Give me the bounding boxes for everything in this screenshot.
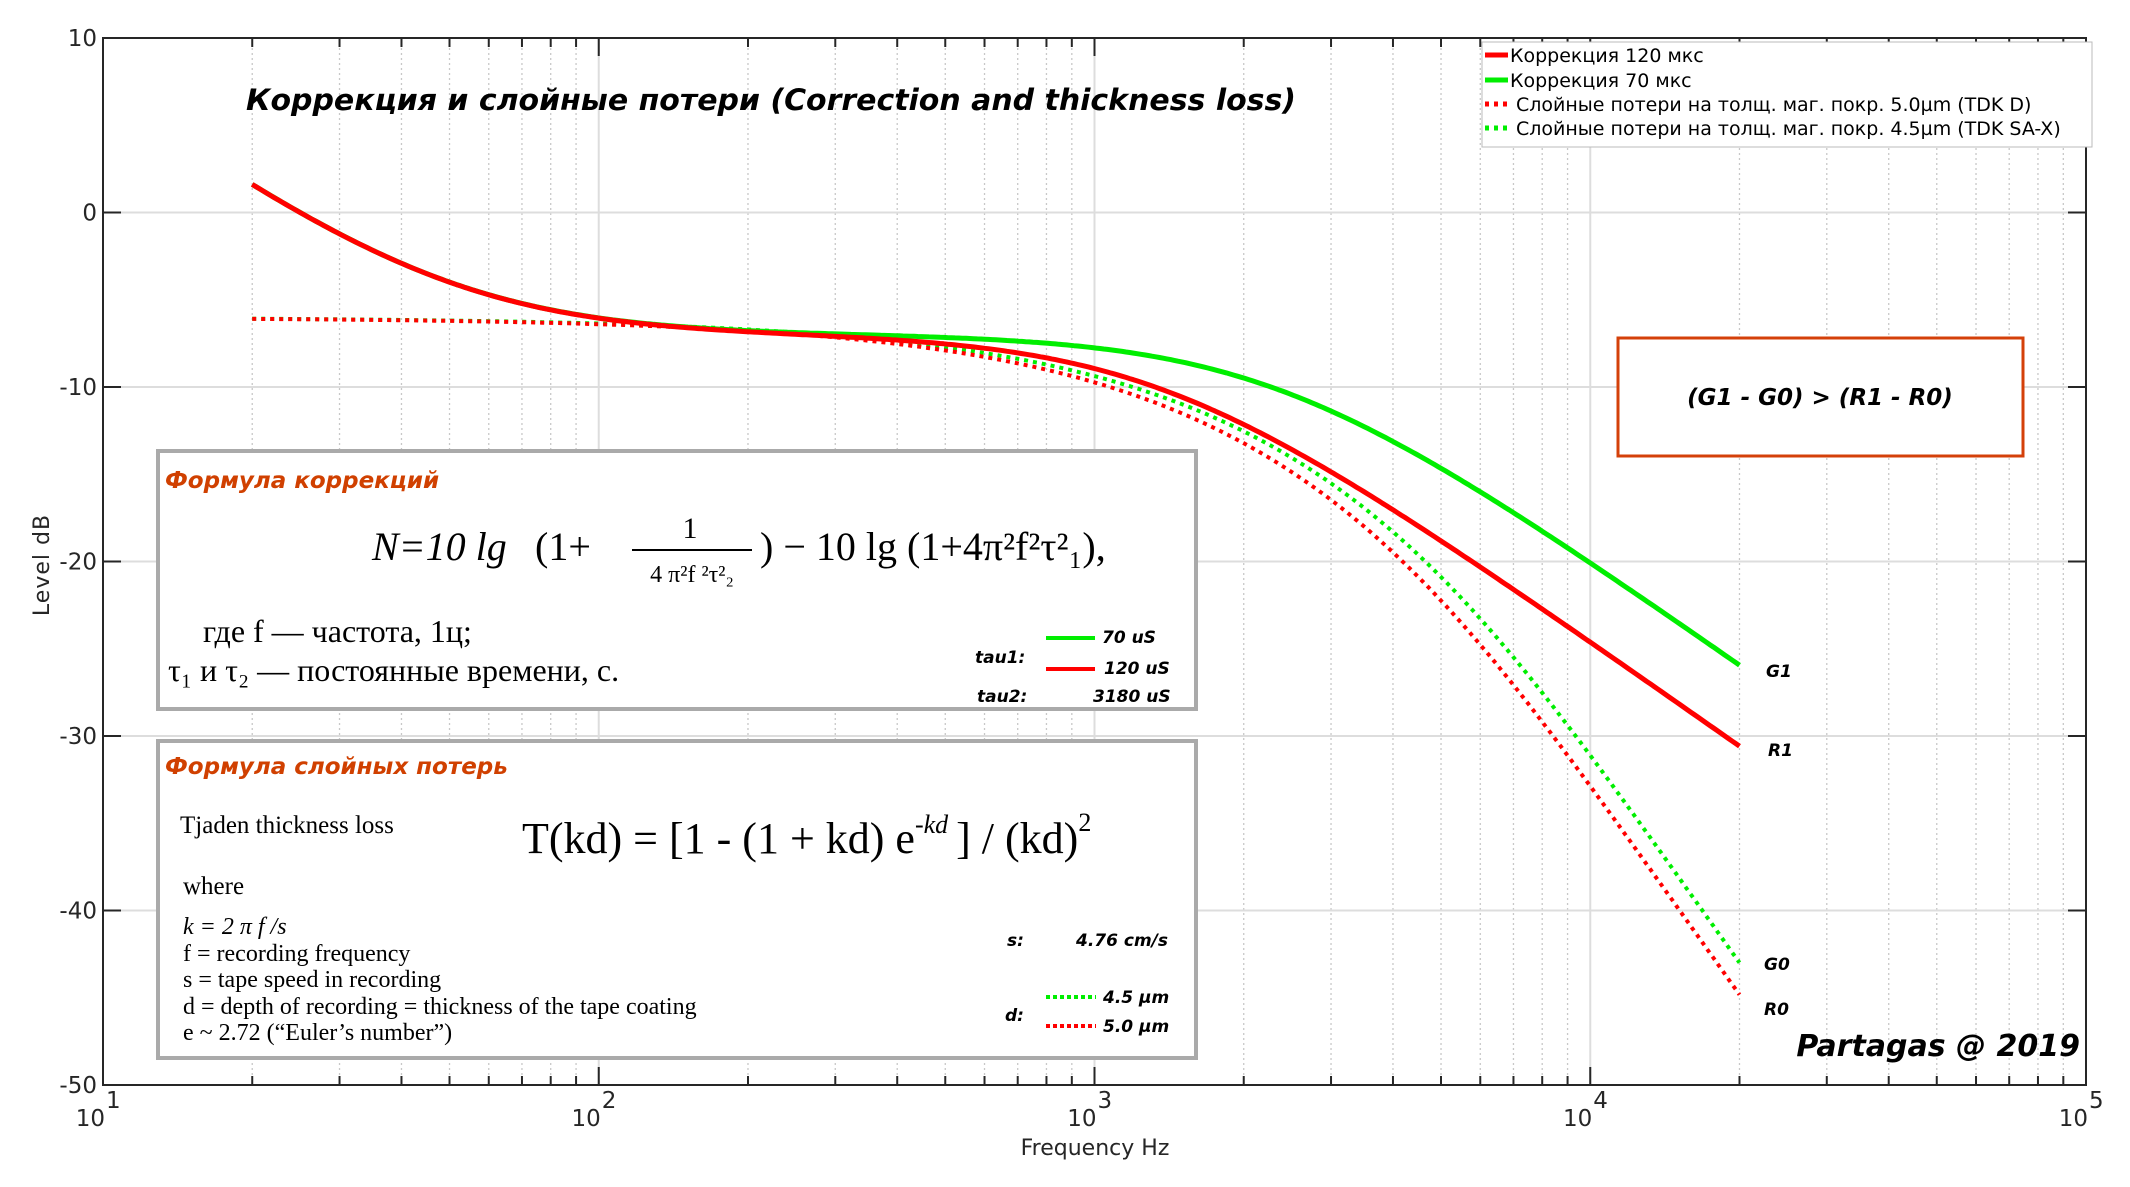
y-tick-label: -10	[59, 375, 97, 401]
y-tick-label: 10	[68, 26, 97, 52]
y-tick-label: -50	[59, 1073, 97, 1099]
y-tick-label: -40	[59, 899, 97, 925]
y-tick-label: 0	[82, 201, 97, 227]
where-label: where	[183, 873, 244, 900]
correction-formula: N=10 lg (1+ 1 4 π²f ²τ²₂ ) − 10 lg (1+4π…	[371, 512, 1106, 588]
end-label-g0: G0	[1764, 955, 1790, 975]
formula-main: T(kd) = [1 - (1 + kd) e	[522, 814, 915, 863]
formula-numerator: 1	[683, 512, 698, 545]
x-tick-exponent: 2	[602, 1088, 617, 1114]
legend-label: Слойные потери на толщ. маг. покр. 4.5µm…	[1516, 118, 2061, 140]
x-tick-label: 10	[1067, 1106, 1096, 1132]
x-tick-exponent: 4	[1593, 1088, 1608, 1114]
tjaden-formula: T(kd) = [1 - (1 + kd) e-kd] / (kd)2	[522, 808, 1091, 863]
legend-box	[1481, 41, 2093, 148]
thickness-formula-box: Формула слойных потерь Tjaden thickness …	[156, 739, 1198, 1060]
legend-entry: Слойные потери на толщ. маг. покр. 4.5µm…	[1485, 118, 2061, 140]
formula-exponent: -kd	[915, 810, 949, 839]
x-tick-exponent: 3	[1098, 1088, 1113, 1114]
formula-tail-exponent: 2	[1078, 808, 1091, 837]
x-tick-label: 10	[2059, 1106, 2088, 1132]
where-line-1: где f — частота, 1ц;	[203, 613, 472, 649]
end-label-r0: R0	[1764, 1000, 1789, 1020]
x-tick-exponent: 1	[106, 1088, 121, 1114]
y-tick-labels: 10 0 -10 -20 -30 -40 -50	[59, 26, 97, 1099]
definition-s: s = tape speed in recording	[183, 967, 441, 993]
legend-label: Коррекция 120 мкс	[1510, 45, 1704, 67]
y-tick-label: -30	[59, 724, 97, 750]
series-g0-line	[252, 316, 1742, 964]
s-value: 4.76 cm/s	[1075, 931, 1168, 951]
comparison-box	[1616, 336, 2025, 458]
formula-one-plus: (1+	[535, 524, 591, 569]
tjaden-label: Tjaden thickness loss	[180, 812, 394, 839]
d-label: d:	[1005, 1006, 1024, 1026]
d-value-4-5: 4.5 µm	[1102, 988, 1169, 1008]
definition-e: e ~ 2.72 (“Euler’s number”)	[183, 1020, 452, 1046]
formula-tail: ] / (kd)	[956, 814, 1078, 863]
legend-entry: Коррекция 70 мкс	[1485, 70, 1692, 92]
thickness-box-title: Формула слойных потерь	[165, 754, 508, 780]
series-r1-line	[250, 182, 1741, 749]
tau1-label: tau1:	[975, 648, 1025, 668]
definition-k: k = 2 π f /s	[183, 914, 287, 940]
tau1-value-120: 120 uS	[1104, 659, 1170, 679]
x-tick-exponent: 5	[2089, 1088, 2104, 1114]
comparison-annotation: (G1 - G0) > (R1 - R0)	[1616, 336, 2025, 458]
definition-d: d = depth of recording = thickness of th…	[183, 994, 697, 1020]
comparison-text: (G1 - G0) > (R1 - R0)	[1687, 385, 1953, 411]
signature: Partagas @ 2019	[1796, 1029, 2080, 1064]
tau2-label: tau2:	[977, 687, 1027, 707]
s-label: s:	[1007, 931, 1024, 951]
correction-formula-box: Формула коррекций N=10 lg (1+ 1 4 π²f ²τ…	[156, 449, 1198, 711]
where-line-2: τ₁ и τ₂ — постоянные времени, с.	[168, 652, 619, 688]
legend-label: Коррекция 70 мкс	[1510, 70, 1692, 92]
tau2-value: 3180 uS	[1093, 687, 1171, 707]
y-axis-label: Level dB	[30, 514, 55, 616]
correction-box-title: Формула коррекций	[165, 468, 439, 494]
legend: Коррекция 120 мкс Коррекция 70 мкс Слойн…	[1481, 41, 2093, 148]
end-label-g1: G1	[1766, 662, 1792, 682]
x-tick-label: 10	[76, 1106, 105, 1132]
chart-title: Коррекция и слойные потери (Correction a…	[246, 83, 1296, 117]
x-tick-label: 10	[571, 1106, 600, 1132]
legend-entry: Коррекция 120 мкс	[1485, 45, 1704, 67]
formula-denominator: 4 π²f ²τ²₂	[650, 562, 734, 588]
thickness-box-frame	[156, 739, 1198, 1060]
end-label-r1: R1	[1768, 741, 1793, 761]
formula-rest: ) − 10 lg (1+4π²f²τ²₁),	[760, 524, 1106, 569]
d-value-5-0: 5.0 µm	[1103, 1017, 1169, 1037]
y-tick-label: -20	[59, 550, 97, 576]
tau1-value-70: 70 uS	[1102, 628, 1156, 648]
x-tick-label: 10	[1563, 1106, 1592, 1132]
series-lines	[250, 182, 1742, 996]
correction-box-frame	[156, 449, 1198, 711]
definition-f: f = recording frequency	[183, 941, 410, 967]
legend-label: Слойные потери на толщ. маг. покр. 5.0µm…	[1516, 94, 2031, 116]
legend-entry: Слойные потери на толщ. маг. покр. 5.0µm…	[1485, 94, 2031, 116]
x-axis-label: Frequency Hz	[1021, 1136, 1170, 1161]
formula-lhs: N=10 lg	[371, 524, 507, 569]
plot-frame	[102, 37, 2087, 1086]
